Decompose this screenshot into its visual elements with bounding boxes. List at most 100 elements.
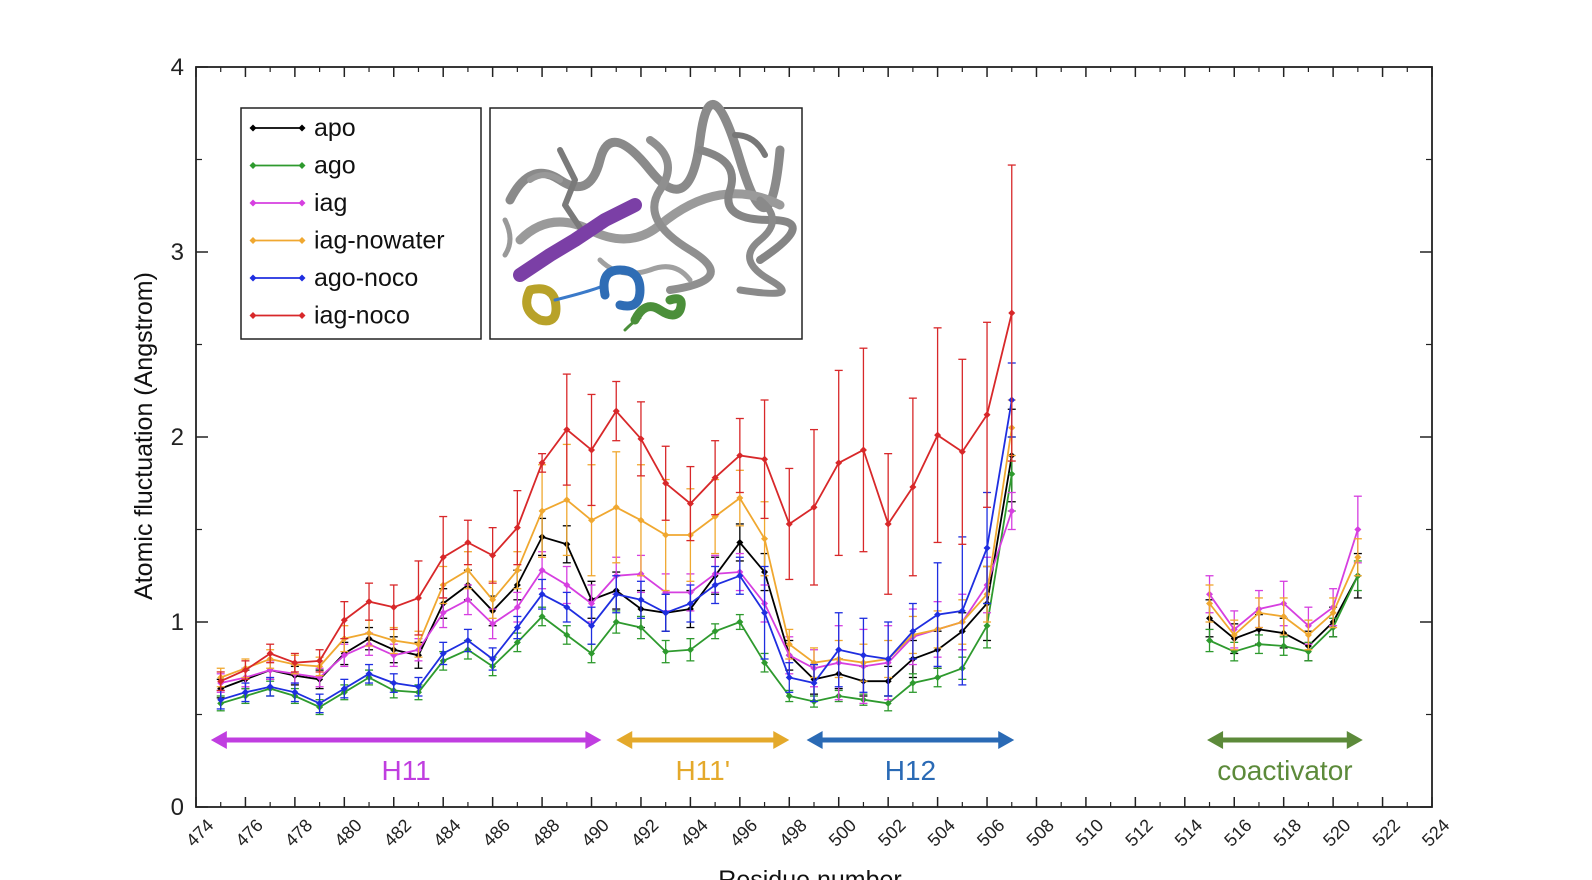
data-point: [785, 640, 793, 648]
data-point: [513, 638, 521, 646]
region-arrow-head-right: [585, 731, 602, 749]
data-point: [859, 651, 867, 659]
data-point: [736, 538, 744, 546]
data-point: [316, 699, 324, 707]
region-label: H11': [675, 755, 730, 786]
data-point: [662, 609, 670, 617]
data-point: [958, 448, 966, 456]
legend-marker: [249, 237, 257, 244]
legend-marker: [298, 237, 306, 244]
data-point: [390, 637, 398, 644]
data-point: [563, 426, 571, 434]
region-label: H11: [381, 755, 430, 786]
data-point: [761, 455, 769, 463]
data-point: [340, 616, 348, 624]
data-point: [909, 483, 917, 491]
data-point: [588, 600, 596, 607]
data-point: [217, 677, 225, 685]
data-point: [785, 520, 793, 528]
data-point: [884, 655, 892, 663]
region-arrows: H11 H11' H12 coactivator: [210, 731, 1363, 786]
legend-marker: [249, 274, 257, 282]
data-point: [241, 688, 249, 696]
data-point: [934, 674, 942, 681]
data-point: [464, 596, 472, 604]
data-point: [1008, 309, 1016, 317]
data-point: [266, 649, 274, 657]
region-arrow-head-right: [998, 731, 1015, 749]
data-point: [563, 496, 571, 504]
data-point: [489, 620, 497, 628]
data-point: [513, 624, 521, 632]
data-point: [983, 622, 991, 630]
region-h11-prime: H11': [616, 731, 790, 786]
y-tick-label: 1: [171, 609, 184, 636]
series-ago-noco: [216, 362, 1016, 714]
region-arrow-head-left: [210, 731, 227, 749]
data-point: [958, 607, 966, 615]
region-h11: H11: [210, 731, 602, 786]
data-point: [489, 655, 497, 663]
data-point: [686, 600, 694, 607]
legend-items: apo ago iag iag-nowater ago-noco iag-noco: [249, 114, 445, 330]
y-tick-label: 2: [171, 424, 184, 451]
data-point: [538, 612, 546, 620]
legend-item-ago: ago: [249, 152, 356, 180]
data-point: [934, 611, 942, 619]
data-point: [637, 435, 645, 443]
data-point: [439, 553, 447, 561]
region-coactivator: coactivator: [1207, 731, 1363, 786]
data-point: [365, 598, 373, 606]
x-axis-label: Residue number: [718, 866, 901, 880]
data-point: [637, 516, 645, 524]
data-point: [538, 566, 546, 574]
region-label: coactivator: [1217, 755, 1352, 786]
legend-label: iag-nowater: [314, 227, 445, 255]
data-point: [662, 531, 670, 539]
data-point: [637, 624, 645, 632]
legend-item-ago-noco: ago-noco: [249, 264, 418, 292]
data-point: [835, 646, 843, 654]
data-point: [464, 566, 472, 574]
data-point: [563, 631, 571, 639]
protein-structure-inset: [489, 100, 803, 340]
legend-label: iag-noco: [314, 302, 410, 330]
data-point: [983, 544, 991, 552]
region-arrow-head-left: [1207, 731, 1224, 749]
data-point: [884, 520, 892, 528]
legend-marker: [298, 312, 306, 319]
data-point: [489, 596, 497, 604]
data-point: [761, 609, 769, 617]
y-axis-label: Atomic fluctuation (Angstrom): [130, 272, 158, 600]
data-point: [662, 648, 670, 656]
data-point: [1008, 470, 1016, 478]
data-point: [563, 603, 571, 611]
data-point: [785, 674, 793, 681]
data-point: [513, 603, 521, 611]
data-point: [414, 594, 422, 602]
data-point: [1280, 612, 1288, 620]
data-point: [1354, 526, 1362, 533]
data-point: [291, 688, 299, 696]
legend-label: ago: [314, 152, 356, 180]
data-point: [859, 446, 867, 454]
protein-ribbon-image: [502, 100, 797, 332]
legend-marker: [298, 199, 306, 207]
y-tick-label: 0: [171, 794, 184, 821]
legend-item-iag: iag: [249, 189, 347, 217]
data-point: [711, 581, 719, 589]
region-arrow-head-right: [1346, 731, 1363, 749]
data-point: [464, 637, 472, 644]
legend-marker: [249, 312, 257, 319]
data-point: [1304, 631, 1312, 639]
data-point: [588, 516, 596, 524]
data-point: [1230, 631, 1238, 639]
data-point: [241, 666, 249, 674]
data-point: [439, 609, 447, 617]
data-point: [934, 431, 942, 439]
data-point: [414, 640, 422, 648]
data-point: [464, 538, 472, 546]
data-point: [810, 679, 818, 687]
data-point: [612, 618, 620, 626]
